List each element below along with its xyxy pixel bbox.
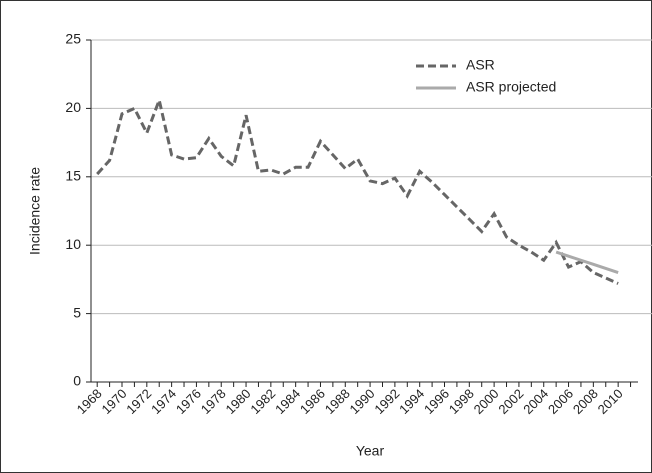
x-tick-label: 1980 [223,386,254,417]
x-axis-label: Year [356,443,385,459]
x-tick-label: 1990 [347,386,378,417]
legend-label: ASR projected [466,79,556,95]
x-tick-label: 1970 [99,386,130,417]
x-tick-label: 1982 [247,386,278,417]
x-tick-label: 1972 [123,386,154,417]
x-tick-label: 1974 [148,386,179,417]
y-tick-label: 10 [65,236,81,252]
x-tick-label: 1984 [272,386,303,417]
y-tick-label: 0 [73,373,81,389]
series-line [555,250,619,274]
y-tick-label: 5 [73,304,81,320]
legend-label: ASR [466,57,495,73]
y-tick-label: 25 [65,31,81,47]
x-tick-label: 2008 [570,386,601,417]
x-tick-label: 1992 [371,386,402,417]
x-tick-label: 1998 [446,386,477,417]
x-tick-label: 1968 [74,386,105,417]
x-tick-label: 1978 [198,386,229,417]
x-tick-label: 2010 [595,386,626,417]
y-axis-label: Incidence rate [27,167,43,255]
x-tick-label: 2002 [495,386,526,417]
x-tick-label: 2004 [520,386,551,417]
x-tick-label: 2006 [545,386,576,417]
x-tick-label: 1976 [173,386,204,417]
x-tick-label: 1988 [322,386,353,417]
y-tick-label: 15 [65,168,81,184]
x-tick-label: 2000 [471,386,502,417]
x-tick-label: 1996 [421,386,452,417]
series-line [96,94,619,285]
x-tick-label: 1994 [396,386,427,417]
x-tick-label: 1986 [297,386,328,417]
y-tick-label: 20 [65,99,81,115]
